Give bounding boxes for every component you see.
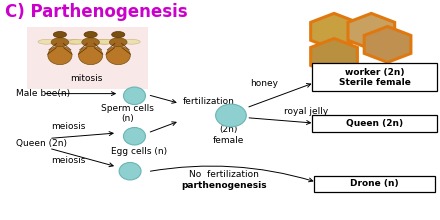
Text: worker (2n)
Sterile female: worker (2n) Sterile female [339, 68, 411, 87]
FancyBboxPatch shape [312, 116, 437, 132]
Text: Drone (n): Drone (n) [350, 179, 399, 188]
Text: C) Parthenogenesis: C) Parthenogenesis [5, 3, 188, 21]
FancyBboxPatch shape [27, 27, 148, 89]
Ellipse shape [216, 104, 246, 127]
Ellipse shape [124, 87, 146, 104]
Text: honey: honey [250, 79, 278, 88]
Polygon shape [311, 38, 357, 74]
Polygon shape [348, 13, 395, 49]
FancyBboxPatch shape [314, 176, 435, 192]
Ellipse shape [123, 39, 140, 44]
Ellipse shape [48, 46, 72, 65]
Ellipse shape [79, 46, 103, 65]
Ellipse shape [106, 46, 130, 65]
Polygon shape [311, 13, 357, 49]
FancyBboxPatch shape [312, 63, 437, 92]
Text: parthenogenesis: parthenogenesis [182, 181, 267, 190]
Text: royal jelly: royal jelly [284, 107, 328, 116]
Text: Queen (2n): Queen (2n) [346, 119, 403, 128]
Text: Egg cells (n): Egg cells (n) [111, 147, 167, 156]
Ellipse shape [110, 38, 127, 47]
Ellipse shape [96, 39, 114, 44]
Text: meiosis: meiosis [51, 156, 86, 165]
Text: No  fertilization: No fertilization [190, 170, 259, 179]
Ellipse shape [119, 162, 141, 180]
Text: fertilization: fertilization [183, 97, 235, 106]
Ellipse shape [95, 39, 113, 44]
Ellipse shape [82, 38, 99, 47]
Ellipse shape [38, 39, 55, 44]
Ellipse shape [124, 127, 146, 145]
Ellipse shape [112, 31, 125, 38]
Text: (2n)
female: (2n) female [213, 125, 245, 145]
Text: mitosis: mitosis [70, 74, 103, 83]
Ellipse shape [64, 39, 82, 44]
Text: Queen (2n): Queen (2n) [16, 139, 67, 148]
Ellipse shape [53, 31, 66, 38]
Ellipse shape [51, 38, 69, 47]
Ellipse shape [69, 39, 86, 44]
Ellipse shape [84, 31, 97, 38]
Text: Male bee(n): Male bee(n) [16, 89, 70, 98]
Text: meiosis: meiosis [51, 122, 86, 131]
Text: Sperm cells
(n): Sperm cells (n) [102, 104, 154, 123]
Polygon shape [364, 26, 411, 62]
